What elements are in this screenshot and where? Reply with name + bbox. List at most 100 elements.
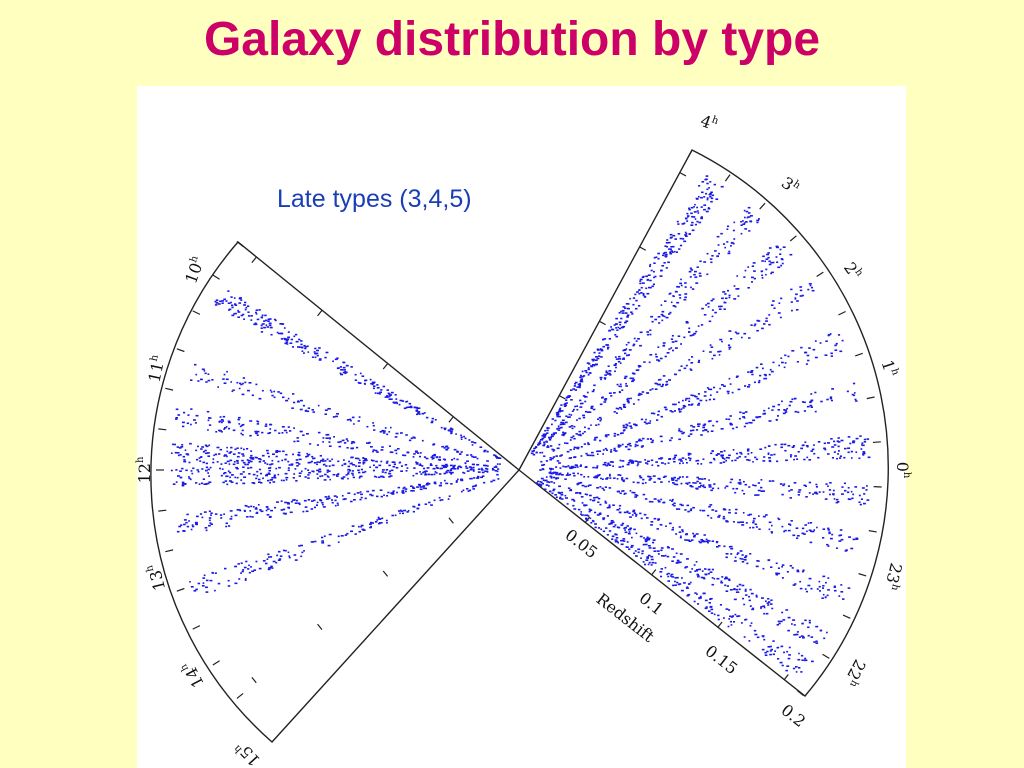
galaxy-point bbox=[207, 429, 209, 431]
galaxy-point bbox=[305, 455, 308, 458]
galaxy-point bbox=[700, 206, 703, 208]
galaxy-point bbox=[699, 509, 702, 512]
galaxy-point bbox=[861, 487, 865, 489]
galaxy-point bbox=[830, 438, 833, 440]
galaxy-point bbox=[621, 478, 623, 481]
galaxy-point bbox=[401, 510, 404, 512]
galaxy-point bbox=[615, 358, 619, 360]
galaxy-point bbox=[584, 504, 588, 506]
galaxy-point bbox=[624, 529, 626, 531]
galaxy-point bbox=[634, 460, 638, 462]
galaxy-point bbox=[807, 359, 810, 362]
galaxy-point bbox=[822, 491, 825, 493]
galaxy-point bbox=[639, 439, 643, 442]
galaxy-point bbox=[543, 433, 547, 436]
galaxy-point bbox=[770, 648, 773, 651]
galaxy-point bbox=[415, 463, 419, 465]
galaxy-point bbox=[435, 464, 438, 467]
galaxy-point bbox=[375, 460, 378, 463]
galaxy-point bbox=[707, 207, 711, 210]
galaxy-point bbox=[710, 346, 714, 348]
galaxy-point bbox=[701, 191, 704, 194]
galaxy-point bbox=[545, 484, 549, 486]
galaxy-point bbox=[559, 455, 562, 457]
galaxy-point bbox=[585, 371, 588, 374]
galaxy-point bbox=[451, 459, 453, 461]
galaxy-point bbox=[543, 436, 546, 438]
galaxy-point bbox=[270, 509, 273, 512]
galaxy-point bbox=[255, 313, 258, 315]
galaxy-point bbox=[587, 443, 590, 446]
galaxy-point bbox=[660, 269, 663, 272]
galaxy-point bbox=[615, 323, 618, 325]
galaxy-point bbox=[221, 302, 224, 304]
galaxy-point bbox=[546, 427, 550, 429]
galaxy-point bbox=[395, 432, 399, 435]
galaxy-point bbox=[767, 407, 770, 410]
galaxy-point bbox=[609, 475, 611, 477]
galaxy-point bbox=[597, 453, 599, 455]
galaxy-point bbox=[600, 477, 602, 480]
galaxy-point bbox=[434, 419, 437, 421]
galaxy-point bbox=[705, 210, 709, 213]
galaxy-point bbox=[652, 283, 655, 286]
galaxy-point bbox=[679, 297, 682, 299]
galaxy-point bbox=[765, 320, 768, 322]
galaxy-point bbox=[685, 217, 688, 220]
galaxy-point bbox=[635, 307, 638, 310]
galaxy-point bbox=[388, 431, 391, 433]
galaxy-point bbox=[660, 498, 663, 501]
galaxy-point bbox=[608, 372, 611, 375]
galaxy-point bbox=[652, 541, 655, 544]
galaxy-point bbox=[716, 546, 719, 548]
galaxy-point bbox=[273, 318, 276, 321]
galaxy-point bbox=[413, 406, 416, 409]
galaxy-point bbox=[243, 509, 246, 512]
galaxy-point bbox=[862, 444, 865, 447]
galaxy-point bbox=[709, 598, 712, 600]
galaxy-point bbox=[803, 410, 806, 412]
galaxy-point bbox=[637, 338, 640, 340]
axis-tick bbox=[639, 246, 647, 251]
galaxy-point bbox=[600, 378, 602, 381]
galaxy-point bbox=[382, 476, 385, 478]
galaxy-point bbox=[728, 454, 731, 457]
galaxy-point bbox=[255, 309, 259, 311]
galaxy-point bbox=[239, 382, 242, 385]
galaxy-point bbox=[237, 452, 241, 454]
galaxy-point bbox=[811, 289, 815, 292]
galaxy-point bbox=[207, 455, 211, 457]
galaxy-point bbox=[669, 292, 672, 295]
galaxy-point bbox=[334, 499, 337, 502]
axis-tick bbox=[448, 416, 454, 423]
galaxy-point bbox=[749, 422, 753, 424]
galaxy-point bbox=[647, 554, 651, 557]
galaxy-point bbox=[721, 576, 724, 578]
galaxy-point bbox=[647, 422, 651, 424]
galaxy-point bbox=[719, 387, 721, 390]
galaxy-point bbox=[751, 281, 753, 283]
galaxy-point bbox=[573, 385, 576, 387]
galaxy-point bbox=[631, 536, 633, 539]
galaxy-point bbox=[633, 343, 636, 346]
galaxy-point bbox=[676, 561, 680, 564]
galaxy-point bbox=[390, 426, 392, 429]
galaxy-point bbox=[574, 383, 577, 385]
galaxy-point bbox=[676, 301, 680, 304]
galaxy-point bbox=[594, 437, 597, 439]
galaxy-point bbox=[703, 534, 706, 536]
galaxy-point bbox=[662, 254, 665, 257]
galaxy-point bbox=[720, 232, 723, 235]
galaxy-point bbox=[240, 299, 243, 301]
galaxy-point bbox=[625, 385, 629, 387]
galaxy-point bbox=[255, 477, 258, 480]
galaxy-point bbox=[706, 188, 709, 191]
galaxy-point bbox=[335, 474, 338, 476]
galaxy-point bbox=[570, 425, 574, 427]
galaxy-point bbox=[691, 288, 695, 290]
galaxy-point bbox=[331, 499, 333, 501]
galaxy-point bbox=[183, 519, 187, 521]
galaxy-point bbox=[226, 460, 230, 463]
galaxy-point bbox=[236, 460, 239, 462]
galaxy-point bbox=[336, 413, 339, 415]
